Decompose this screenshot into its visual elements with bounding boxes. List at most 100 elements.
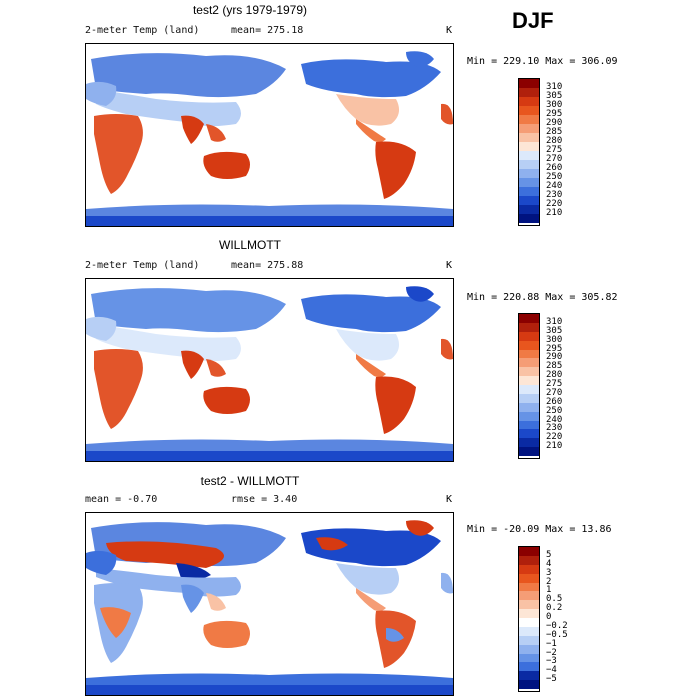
north-america-north xyxy=(301,59,441,98)
map-svg xyxy=(86,286,453,461)
colorbar-segment xyxy=(519,142,539,151)
colorbar-segment xyxy=(519,402,539,412)
colorbar-segment xyxy=(519,600,539,610)
colorbar-tick-label: 250 xyxy=(546,172,563,182)
australia xyxy=(203,151,250,179)
greenland xyxy=(406,51,434,67)
minmax-label: Min = 220.88 Max = 305.82 xyxy=(467,292,618,303)
colorbar-tick-label: 220 xyxy=(546,199,563,209)
eurasia-north xyxy=(91,53,286,98)
central-america xyxy=(356,119,386,143)
colorbar xyxy=(518,546,540,692)
colorbar-segment xyxy=(519,420,539,430)
colorbar-tick-label: 210 xyxy=(546,441,563,452)
colorbar-tick-label: 275 xyxy=(546,379,563,389)
south-america xyxy=(375,141,416,199)
minmax-label: Min = -20.09 Max = 13.86 xyxy=(467,524,612,535)
colorbar-segment xyxy=(519,644,539,654)
colorbar-tick-label: −3 xyxy=(546,656,557,667)
colorbar-segment xyxy=(519,169,539,178)
colorbar-tick-label: −0.2 xyxy=(546,620,568,631)
unit-label: K xyxy=(446,260,453,271)
colorbar-tick-label: 230 xyxy=(546,423,563,434)
colorbar-segment xyxy=(519,662,539,672)
colorbar-tick-label: 305 xyxy=(546,91,563,101)
colorbar-segment xyxy=(519,160,539,169)
rmse-label: rmse = 3.40 xyxy=(231,494,298,505)
africa-warm xyxy=(100,607,131,638)
south-america xyxy=(375,376,416,434)
colorbar-tick-label: 310 xyxy=(546,82,563,92)
world-map xyxy=(85,278,454,462)
eurasia-mid xyxy=(96,568,241,597)
central-america xyxy=(356,354,386,378)
colorbar-tick-label: 290 xyxy=(546,352,563,363)
land-masses xyxy=(86,286,453,461)
colorbar-segment xyxy=(519,385,539,394)
map-svg xyxy=(86,51,453,226)
colorbar-segment xyxy=(519,438,539,448)
south-asia xyxy=(181,584,204,613)
colorbar-segment xyxy=(519,564,539,574)
central-america xyxy=(356,588,386,612)
europe xyxy=(86,550,117,575)
colorbar-tick-label: 285 xyxy=(546,127,563,137)
colorbar-tick-label: −1 xyxy=(546,638,557,649)
colorbar-segment xyxy=(519,214,539,223)
colorbar-segment xyxy=(519,331,539,341)
colorbar-tick-label: 3 xyxy=(546,567,552,578)
greenland xyxy=(406,286,434,302)
colorbar-segment xyxy=(519,115,539,124)
colorbar-tick-label: 270 xyxy=(546,154,563,164)
colorbar-tick-label: 300 xyxy=(546,334,563,345)
colorbar-segment xyxy=(519,79,539,88)
africa xyxy=(94,349,143,429)
mean-label: mean= 275.88 xyxy=(231,260,304,271)
colorbar-segment xyxy=(519,196,539,205)
colorbar-tick-label: 1 xyxy=(546,585,552,596)
north-america-warm xyxy=(316,537,348,551)
colorbar-segment xyxy=(519,133,539,142)
colorbar xyxy=(518,78,540,226)
colorbar-tick-label: −5 xyxy=(546,674,557,685)
colorbar-tick-label: 230 xyxy=(546,190,563,200)
land-masses xyxy=(86,520,453,695)
colorbar-segment xyxy=(519,653,539,663)
greenland xyxy=(406,520,434,536)
colorbar-tick-label: 0.5 xyxy=(546,594,563,605)
north-america-mid xyxy=(336,563,400,595)
europe-right xyxy=(441,103,453,125)
colorbar-tick-label: 0.2 xyxy=(546,603,563,614)
panel-title: test2 - WILLMOTT xyxy=(200,474,300,488)
minmax-label: Min = 229.10 Max = 306.09 xyxy=(467,56,618,67)
mean-label: mean= 275.18 xyxy=(231,25,304,36)
colorbar-tick-label: 260 xyxy=(546,163,563,173)
colorbar-segment xyxy=(519,429,539,439)
colorbar-tick-label: 295 xyxy=(546,343,563,354)
colorbar-segment xyxy=(519,97,539,106)
colorbar-segment xyxy=(519,322,539,332)
colorbar-tick-label: 220 xyxy=(546,432,563,443)
north-america-mid xyxy=(336,329,400,361)
colorbar-segment xyxy=(519,205,539,214)
north-america-north xyxy=(301,294,441,333)
colorbar-tick-label: 295 xyxy=(546,109,563,119)
se-asia xyxy=(206,359,226,377)
south-asia xyxy=(181,115,204,144)
colorbar-segment xyxy=(519,349,539,359)
colorbar-tick-label: 240 xyxy=(546,181,563,191)
colorbar-tick-label: 240 xyxy=(546,414,563,425)
colorbar-segment xyxy=(519,393,539,403)
colorbar-tick-label: 2 xyxy=(546,576,552,587)
colorbar-segment xyxy=(519,618,539,627)
colorbar-tick-label: 0 xyxy=(546,612,552,622)
australia xyxy=(203,620,250,648)
north-america-mid xyxy=(336,94,400,126)
colorbar-segment xyxy=(519,447,539,456)
panel-title: WILLMOTT xyxy=(219,238,281,252)
colorbar-segment xyxy=(519,314,539,323)
eurasia-cold-core xyxy=(176,563,211,580)
colorbar xyxy=(518,313,540,459)
world-map xyxy=(85,43,454,227)
land-masses xyxy=(86,51,453,226)
